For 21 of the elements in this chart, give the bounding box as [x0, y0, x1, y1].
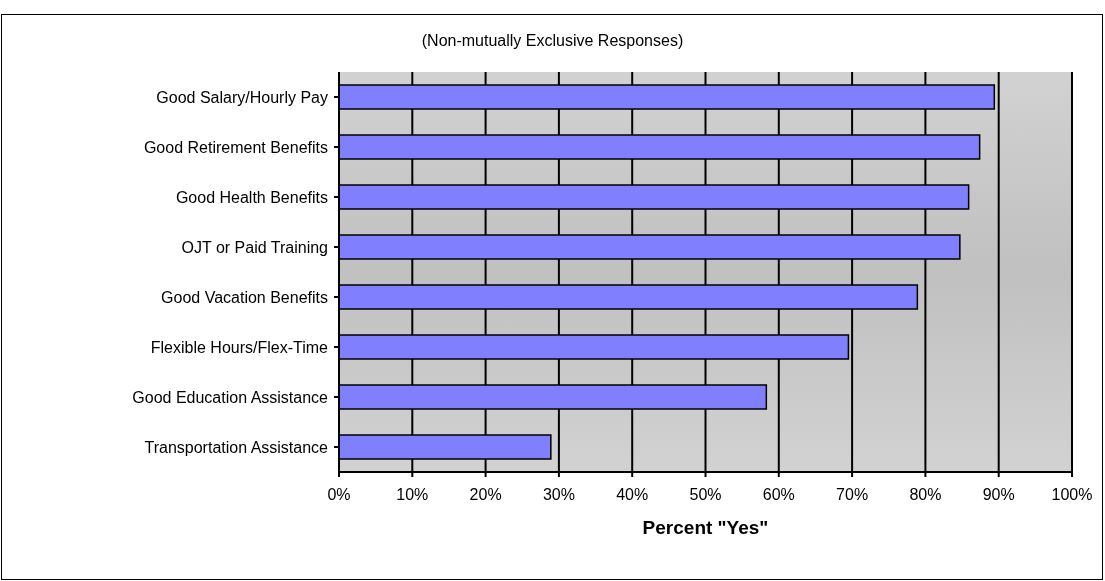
x-tick-label: 40% — [616, 486, 649, 504]
x-axis-title: Percent "Yes" — [642, 517, 769, 538]
y-tick-label: Transportation Assistance — [144, 438, 329, 456]
y-tick-label: Good Education Assistance — [132, 388, 329, 406]
y-tick-label: Good Health Benefits — [175, 188, 328, 206]
x-tick-label: 90% — [982, 486, 1015, 504]
y-tick-label: OJT or Paid Training — [181, 238, 328, 256]
y-tick-label: Flexible Hours/Flex-Time — [150, 338, 329, 356]
y-tick-label: Good Salary/Hourly Pay — [156, 88, 328, 106]
x-tick-label: 70% — [836, 486, 869, 504]
x-tick-label: 100% — [1051, 486, 1093, 504]
x-tick-label: 60% — [762, 486, 795, 504]
x-tick-label: 20% — [469, 486, 502, 504]
x-tick-label: 0% — [327, 486, 351, 504]
y-tick-label: Good Retirement Benefits — [143, 138, 328, 156]
x-tick-label: 30% — [542, 486, 575, 504]
chart-subtitle: (Non-mutually Exclusive Responses) — [420, 32, 685, 50]
x-tick-label: 80% — [909, 486, 942, 504]
y-tick-label: Good Vacation Benefits — [161, 288, 328, 306]
x-tick-label: 50% — [689, 486, 722, 504]
x-tick-label: 10% — [396, 486, 429, 504]
